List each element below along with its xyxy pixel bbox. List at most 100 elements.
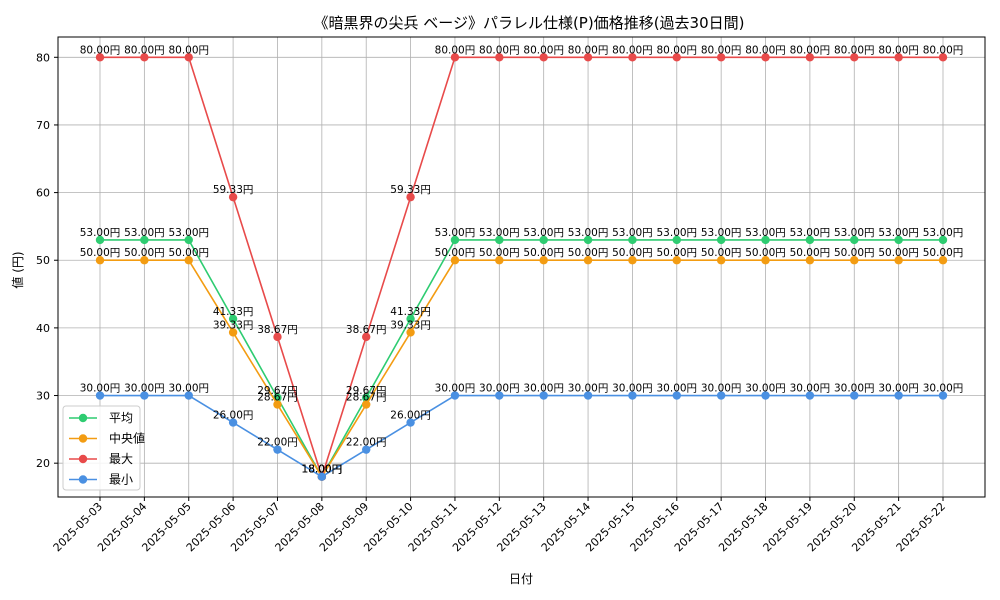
data-label: 30.00円 — [790, 383, 831, 395]
data-label: 39.33円 — [213, 319, 254, 331]
data-label: 50.00円 — [878, 247, 919, 259]
data-label: 18.00円 — [302, 464, 343, 476]
data-label: 80.00円 — [479, 44, 520, 56]
data-point — [95, 235, 105, 245]
data-point — [672, 256, 681, 265]
data-point — [140, 256, 149, 265]
data-label: 50.00円 — [124, 247, 165, 259]
data-point — [539, 53, 548, 62]
data-point — [495, 235, 504, 245]
data-point — [495, 391, 504, 400]
data-point — [406, 192, 415, 202]
data-point — [761, 53, 770, 62]
data-label: 53.00円 — [80, 227, 121, 239]
data-label: 53.00円 — [923, 227, 964, 239]
data-label: 39.33円 — [390, 319, 431, 331]
data-point — [184, 391, 193, 400]
data-label: 30.00円 — [923, 383, 964, 395]
legend-box — [62, 405, 141, 491]
data-label: 28.67円 — [346, 392, 387, 404]
data-point — [938, 53, 948, 62]
data-point — [628, 53, 637, 62]
x-axis: 2025-05-032025-05-042025-05-052025-05-06… — [51, 497, 948, 554]
data-label: 53.00円 — [790, 227, 831, 239]
data-point — [406, 418, 415, 427]
x-axis-label: 日付 — [509, 572, 533, 586]
data-label: 50.00円 — [790, 247, 831, 259]
legend-label: 最小 — [109, 473, 133, 487]
data-label: 50.00円 — [435, 247, 476, 259]
data-point — [894, 235, 903, 245]
data-label: 53.00円 — [878, 227, 919, 239]
data-label: 53.00円 — [701, 227, 742, 239]
data-point — [716, 256, 726, 265]
data-label: 29.67円 — [257, 385, 298, 397]
data-labels: 53.00円 53.00円 53.00円41.33円29.67円18.00円29.6… — [80, 44, 964, 475]
data-label: 53.00円 — [435, 227, 476, 239]
data-label: 50.00円 — [479, 247, 520, 259]
data-point — [850, 235, 859, 245]
data-point — [95, 256, 105, 265]
data-point — [450, 53, 460, 62]
data-label: 80.00円 — [124, 44, 165, 56]
data-label: 30.00円 — [701, 383, 742, 395]
data-label: 26.00円 — [213, 410, 254, 422]
data-point — [495, 256, 504, 265]
data-label: 53.00円 — [479, 227, 520, 239]
y-tick-label: 60 — [36, 187, 50, 200]
data-point — [317, 472, 327, 481]
data-label: 80.00円 — [80, 44, 121, 56]
data-label: 30.00円 — [168, 383, 209, 395]
data-point — [761, 235, 770, 245]
data-label: 30.00円 — [479, 383, 520, 395]
data-point — [539, 391, 548, 400]
data-point — [228, 328, 238, 337]
data-point — [805, 391, 815, 400]
data-label: 30.00円 — [745, 383, 786, 395]
legend-marker — [78, 475, 88, 484]
y-axis: 20 30 40 50 60 70 80 — [36, 51, 58, 470]
data-label: 80.00円 — [612, 44, 653, 56]
data-label: 80.00円 — [745, 44, 786, 56]
data-label: 30.00円 — [568, 383, 609, 395]
data-point — [583, 235, 593, 245]
data-label: 80.00円 — [168, 44, 209, 56]
data-point — [938, 256, 948, 265]
data-point — [450, 235, 460, 245]
data-label: 30.00円 — [657, 383, 698, 395]
data-point — [140, 391, 149, 400]
data-label: 41.33円 — [390, 306, 431, 318]
data-label: 53.00円 — [168, 227, 209, 239]
data-label: 53.00円 — [612, 227, 653, 239]
data-label: 50.00円 — [168, 247, 209, 259]
data-label: 18.00円 — [302, 464, 343, 476]
data-label: 59.33円 — [213, 184, 254, 196]
series-group — [95, 53, 948, 481]
data-point — [184, 53, 193, 62]
data-label: 53.00円 — [124, 227, 165, 239]
data-point — [583, 391, 593, 400]
data-point — [761, 256, 770, 265]
data-point — [805, 53, 815, 62]
legend-marker — [78, 413, 88, 423]
data-point — [95, 53, 105, 62]
data-point — [894, 53, 903, 62]
data-point — [716, 53, 726, 62]
series-line-最小 — [100, 394, 943, 478]
data-point — [672, 391, 681, 400]
data-point — [273, 445, 282, 454]
data-point — [850, 391, 859, 400]
data-point — [406, 314, 415, 324]
data-point — [406, 328, 415, 337]
data-label: 80.00円 — [568, 44, 609, 56]
data-point — [140, 53, 149, 62]
data-label: 30.00円 — [124, 383, 165, 395]
data-label: 53.00円 — [745, 227, 786, 239]
data-point — [228, 418, 238, 427]
data-label: 50.00円 — [80, 247, 121, 259]
data-point — [95, 391, 105, 400]
data-point — [539, 256, 548, 265]
data-label: 80.00円 — [790, 44, 831, 56]
data-label: 38.67円 — [346, 324, 387, 336]
